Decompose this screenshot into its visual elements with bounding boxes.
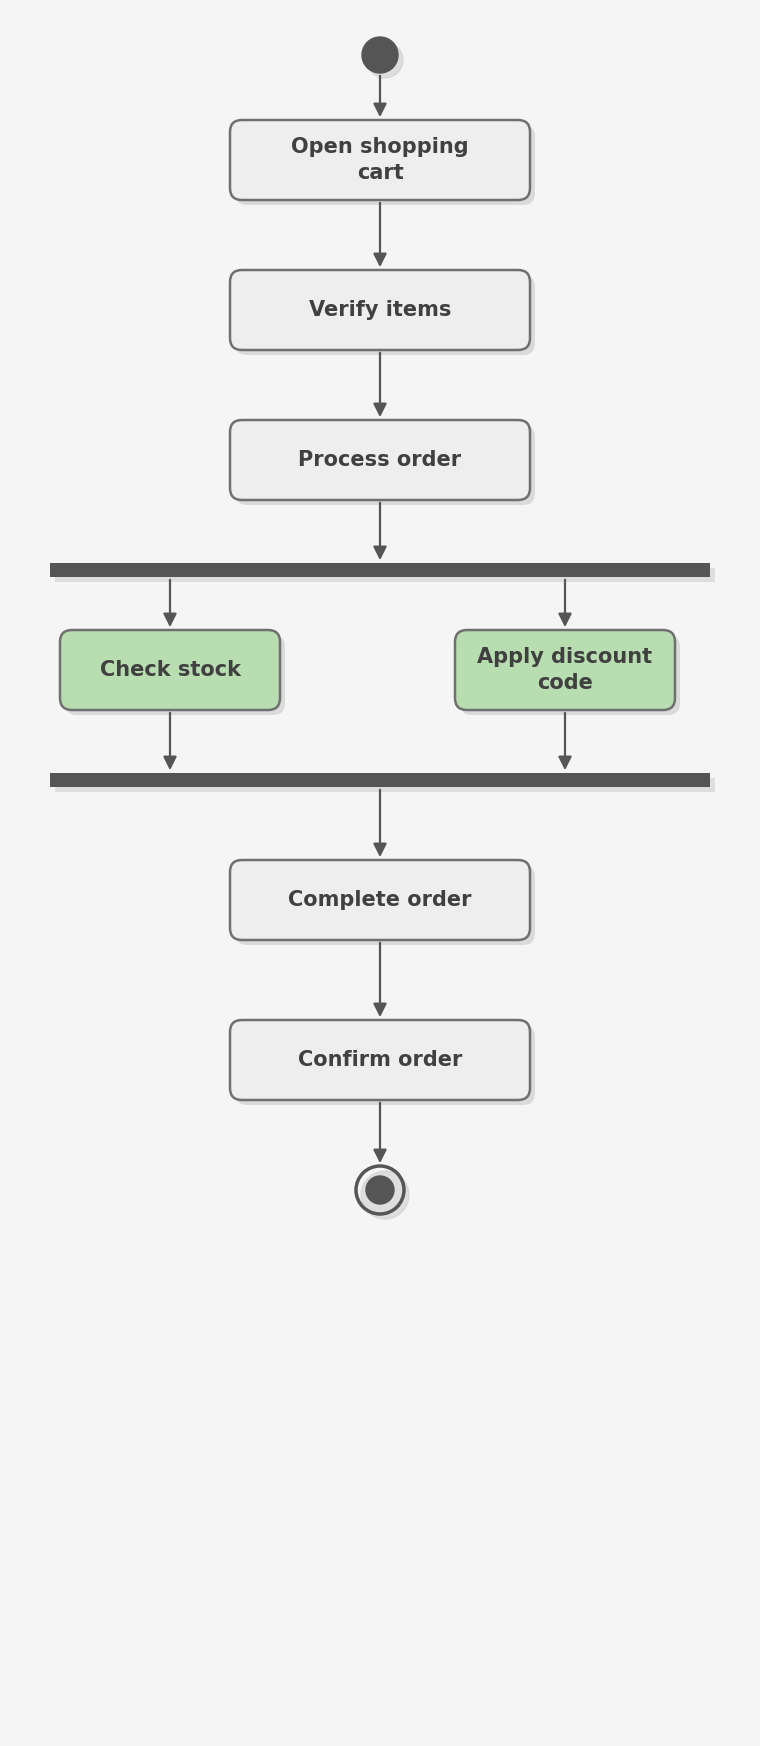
FancyBboxPatch shape xyxy=(235,864,535,945)
Circle shape xyxy=(367,42,403,79)
FancyBboxPatch shape xyxy=(230,421,530,499)
FancyBboxPatch shape xyxy=(235,1025,535,1105)
Circle shape xyxy=(366,1177,394,1205)
Text: Apply discount
code: Apply discount code xyxy=(477,646,653,693)
Text: Complete order: Complete order xyxy=(288,890,472,910)
FancyBboxPatch shape xyxy=(230,271,530,349)
Bar xyxy=(50,562,710,576)
Text: Check stock: Check stock xyxy=(100,660,240,679)
Bar xyxy=(55,779,715,793)
Circle shape xyxy=(361,1172,409,1219)
Text: Open shopping
cart: Open shopping cart xyxy=(291,136,469,183)
Text: Process order: Process order xyxy=(299,450,461,470)
FancyBboxPatch shape xyxy=(60,630,280,711)
FancyBboxPatch shape xyxy=(65,636,285,716)
FancyBboxPatch shape xyxy=(230,861,530,939)
Text: Confirm order: Confirm order xyxy=(298,1049,462,1070)
Circle shape xyxy=(362,37,398,73)
FancyBboxPatch shape xyxy=(235,276,535,354)
Bar xyxy=(50,773,710,787)
FancyBboxPatch shape xyxy=(235,424,535,505)
FancyBboxPatch shape xyxy=(455,630,675,711)
FancyBboxPatch shape xyxy=(235,126,535,204)
FancyBboxPatch shape xyxy=(230,1020,530,1100)
FancyBboxPatch shape xyxy=(460,636,680,716)
Bar xyxy=(55,567,715,581)
Text: Verify items: Verify items xyxy=(309,300,451,320)
FancyBboxPatch shape xyxy=(230,120,530,201)
